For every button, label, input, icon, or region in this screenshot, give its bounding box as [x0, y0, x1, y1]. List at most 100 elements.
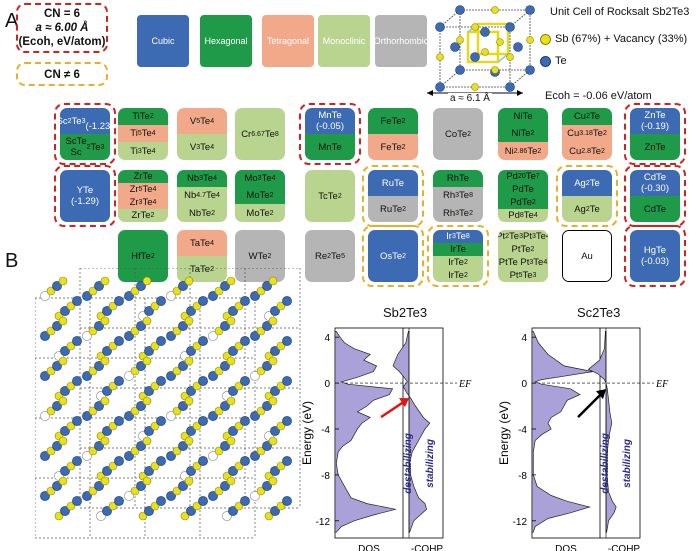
compound-cell: Cr 6.67 Te 8: [235, 108, 285, 160]
compound-phase: FeTe 2: [368, 108, 418, 134]
highlight-ring: [624, 103, 686, 165]
compound-cell: FeTe 2 FeTe 2: [368, 108, 418, 160]
compound-phase: Mo 3 Te 4: [235, 170, 285, 188]
compound-cell: RuTe RuTe 2: [368, 170, 418, 222]
compound-phase: Cu 3.18 Te 2: [562, 125, 612, 143]
compound-cell: Pt 2 Te 3 Pt 3 Te 4 PtTe 2 PtTe Pt 3 Te 4 Pt 5 Te 3: [498, 230, 548, 282]
compound-phase: Cu 2 Te: [562, 108, 612, 126]
compound-phase: Cu 2.8 Te 2: [562, 142, 612, 160]
compound-phase: Ni 2.86 Te 2: [498, 142, 548, 160]
legend-te-label: Te: [555, 55, 567, 67]
y-tick-label: -8: [321, 471, 330, 482]
y-axis-label: Energy (eV): [497, 401, 511, 465]
legend-cn-not6: CN ≠ 6: [16, 62, 108, 86]
compound-cell: Mo 3 Te 4 MoTe 2 MoTe 2: [235, 170, 285, 222]
compound-phase: TaTe 4: [177, 230, 227, 256]
y-tick-label: 0: [324, 379, 330, 390]
destabilizing-label: destabilizing: [600, 433, 611, 494]
y-tick-label: -12: [513, 517, 528, 528]
swatch-monoclinic: Monoclinic: [318, 15, 370, 67]
compound-phase: MnTe: [305, 134, 355, 160]
compound-phase: FeTe 2: [368, 134, 418, 160]
compound-phase: Pt 5 Te 3: [498, 269, 548, 282]
lattice-param: a ≈ 6.1 Å: [448, 93, 492, 104]
y-tick-label: -8: [518, 471, 527, 482]
compound-phase: V 3 Te 4: [177, 134, 227, 160]
compound-cell: Ir 3 Te 8 IrTe IrTe 2 IrTe 2: [433, 230, 483, 282]
compound-phase: Ti 3 Te 4: [118, 142, 168, 160]
compound-phase: IrTe 2: [433, 269, 483, 282]
compound-phase: Nb 4.7 Te 4: [177, 187, 227, 205]
y-tick-label: 4: [324, 333, 330, 344]
compound-phase: Ti 5 Te 4: [118, 125, 168, 143]
compound-phase: Zr 3 Te 4: [118, 196, 168, 209]
compound-cell: HgTe (-0.03): [630, 230, 680, 282]
compound-cell: CdTe (-0.30) CdTe: [630, 170, 680, 222]
highlight-ring: [299, 103, 361, 165]
compound-phase: CdTe: [630, 196, 680, 222]
legend-cn6-line1: CN = 6: [43, 8, 81, 20]
highlight-ring: [54, 103, 116, 165]
highlight-ring: [427, 225, 489, 287]
compound-phase: Pd 20 Te 7: [498, 170, 548, 183]
compound-cell: YTe (-1.29): [60, 170, 110, 222]
compound-phase: Ir 3 Te 8: [433, 230, 483, 243]
compound-phase: PdTe 2: [498, 196, 548, 209]
highlight-ring: [624, 165, 686, 227]
compound-cell: Au: [562, 230, 612, 282]
compound-phase: Ag 2 Te: [562, 170, 612, 196]
compound-phase: Rh 3 Te 8: [433, 187, 483, 205]
swatch-cubic: Cubic: [137, 15, 189, 67]
compound-cell: V 5 Te 4 V 3 Te 4: [177, 108, 227, 160]
compound-phase: HgTe (-0.03): [630, 230, 680, 282]
compound-phase: NiTe 2: [498, 125, 548, 143]
stabilizing-label: stabilizing: [622, 439, 633, 488]
cohesive-energy: Ecoh = -0.06 eV/atom: [545, 90, 652, 102]
compound-cell: Nb 3 Te 4 Nb 4.7 Te 4 NbTe 2: [177, 170, 227, 222]
compound-cell: Re 2 Te 5: [305, 230, 355, 282]
compound-cell: ZrTe Zr 5 Te 4 Zr 3 Te 4 ZrTe 2: [118, 170, 168, 222]
compound-phase: Pd 8 Te 4: [498, 209, 548, 222]
compound-phase: MoTe 2: [235, 204, 285, 222]
compound-cell: TiTe 2 Ti 5 Te 4 Ti 3 Te 4: [118, 108, 168, 160]
highlight-ring: [54, 165, 116, 227]
compound-cell: NiTe NiTe 2 Ni 2.86 Te 2: [498, 108, 548, 160]
compound-phase: V 5 Te 4: [177, 108, 227, 134]
dos-cohp-plots: 4 0 -4 -8 -12 Energy (eV) EF DOS -COHP destabiliz…: [300, 327, 669, 551]
legend-cn6: CN = 6 a ≈ 6.00 Å (Ecoh, eV/atom): [16, 3, 108, 53]
compound-phase: TaTe 2: [177, 256, 227, 282]
dos-curve: [334, 331, 396, 533]
swatch-hexagonal: Hexagonal: [200, 15, 252, 67]
compound-phase: Cr 6.67 Te 8: [235, 108, 285, 160]
compound-phase: Zr 5 Te 4: [118, 183, 168, 196]
y-tick-label: 4: [521, 333, 527, 344]
dos-curve: [531, 331, 593, 533]
dos-label: DOS: [358, 544, 380, 551]
y-tick-label: -4: [518, 425, 527, 436]
y-tick-label: -4: [321, 425, 330, 436]
compound-phase: Rh 3 Te 2: [433, 204, 483, 222]
cohp-curve: [587, 331, 617, 533]
compound-phase: CoTe 2: [433, 108, 483, 160]
atoms: [40, 276, 292, 521]
y-tick-label: 0: [521, 379, 527, 390]
compound-phase: NiTe: [498, 108, 548, 126]
compound-phase: Au: [563, 231, 611, 281]
compound-cell: Ag 2 Te Ag 2 Te: [562, 170, 612, 222]
panel-b-letter: B: [5, 250, 19, 272]
compound-phase: CdTe (-0.30): [630, 170, 680, 196]
compound-cell: TaTe 4 TaTe 2: [177, 230, 227, 282]
y-axis-label: Energy (eV): [300, 401, 314, 465]
compound-cell: RhTe Rh 3 Te 8 Rh 3 Te 2: [433, 170, 483, 222]
compound-phase: TcTe 2: [305, 170, 355, 222]
compound-phase: PtTe Pt 3 Te 4: [498, 256, 548, 269]
compound-phase: PtTe 2: [498, 243, 548, 256]
compound-cell: OsTe 2: [368, 230, 418, 282]
compound-phase: Re 2 Te 5: [305, 230, 355, 282]
compound-phase: ScTe Sc 2 Te 3: [60, 134, 110, 160]
compound-phase: Sc2Te3(-1.23): [60, 108, 110, 134]
stabilizing-label: stabilizing: [425, 439, 436, 488]
compound-phase: IrTe 2: [433, 256, 483, 269]
compound-phase: WTe 2: [235, 230, 285, 282]
